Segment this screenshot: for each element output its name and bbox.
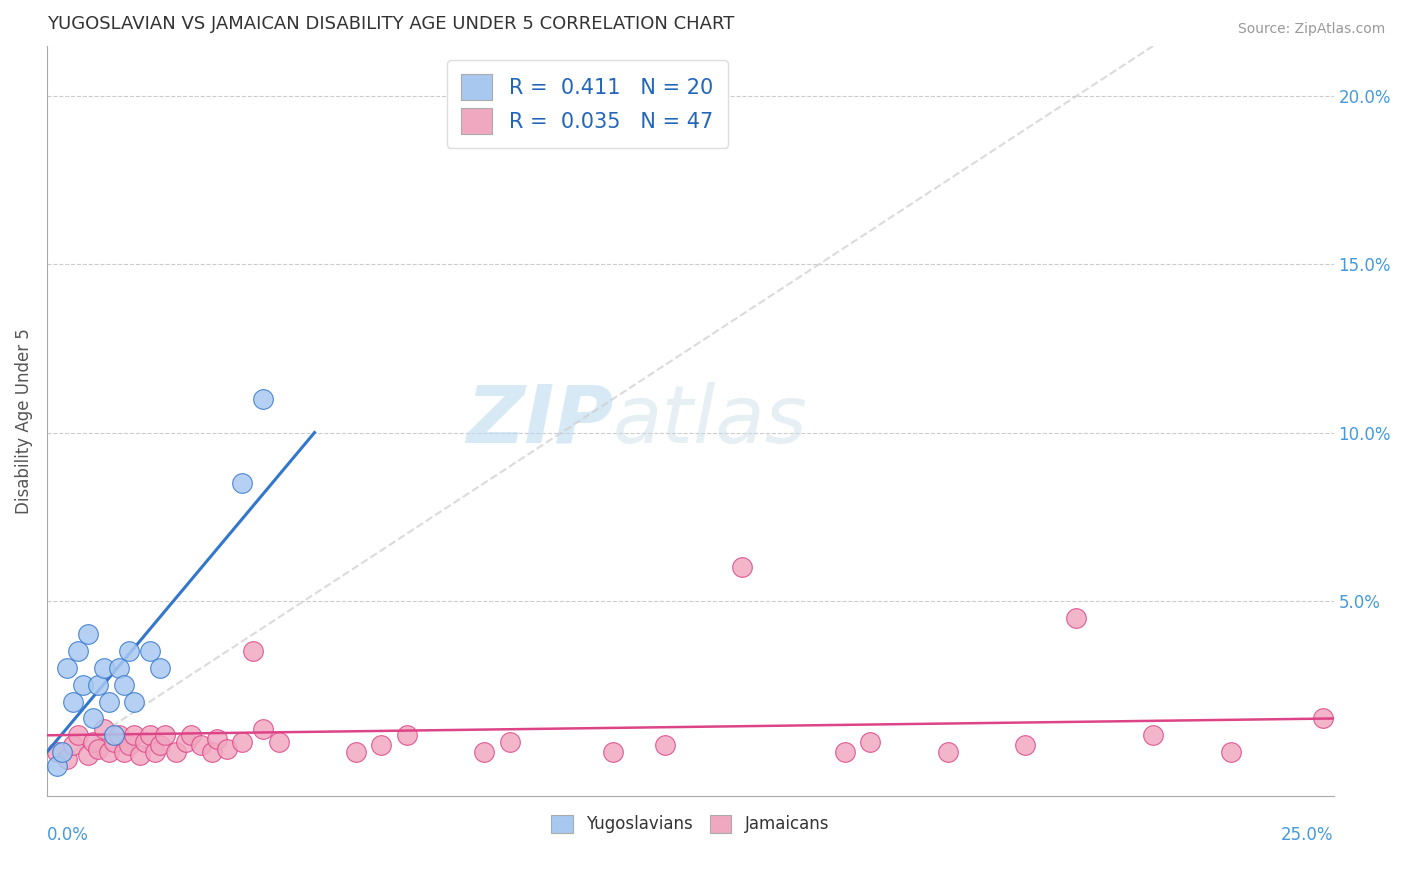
Point xyxy=(731,560,754,574)
Point xyxy=(51,745,73,759)
Text: YUGOSLAVIAN VS JAMAICAN DISABILITY AGE UNDER 5 CORRELATION CHART: YUGOSLAVIAN VS JAMAICAN DISABILITY AGE U… xyxy=(46,15,734,33)
Text: 0.0%: 0.0% xyxy=(46,826,89,844)
Text: atlas: atlas xyxy=(613,382,808,459)
Point xyxy=(72,678,94,692)
Point xyxy=(82,711,104,725)
Point xyxy=(56,661,79,675)
Point xyxy=(180,728,202,742)
Point xyxy=(66,644,89,658)
Point xyxy=(77,627,100,641)
Point xyxy=(149,739,172,753)
Point xyxy=(396,728,419,742)
Point xyxy=(87,741,110,756)
Point xyxy=(602,745,624,759)
Point xyxy=(174,735,197,749)
Point xyxy=(1014,739,1036,753)
Legend: Yugoslavians, Jamaicans: Yugoslavians, Jamaicans xyxy=(544,808,837,840)
Point xyxy=(155,728,177,742)
Point xyxy=(1142,728,1164,742)
Point xyxy=(474,745,496,759)
Point xyxy=(252,722,274,736)
Point xyxy=(936,745,959,759)
Point xyxy=(56,752,79,766)
Point xyxy=(654,739,676,753)
Point xyxy=(112,678,135,692)
Point xyxy=(139,644,162,658)
Point xyxy=(252,392,274,406)
Point xyxy=(834,745,856,759)
Point xyxy=(118,739,141,753)
Point xyxy=(134,735,156,749)
Text: 25.0%: 25.0% xyxy=(1281,826,1334,844)
Point xyxy=(242,644,264,658)
Point xyxy=(46,758,69,772)
Point xyxy=(139,728,162,742)
Point xyxy=(108,728,131,742)
Point xyxy=(62,695,84,709)
Point xyxy=(205,731,228,746)
Point xyxy=(231,475,253,490)
Point xyxy=(97,745,120,759)
Point xyxy=(370,739,392,753)
Point xyxy=(46,745,69,759)
Point xyxy=(149,661,172,675)
Point xyxy=(231,735,253,749)
Point xyxy=(859,735,882,749)
Point xyxy=(118,644,141,658)
Point xyxy=(267,735,290,749)
Point xyxy=(93,661,115,675)
Text: ZIP: ZIP xyxy=(465,382,613,459)
Point xyxy=(124,728,146,742)
Point xyxy=(499,735,522,749)
Point xyxy=(66,728,89,742)
Point xyxy=(97,695,120,709)
Point xyxy=(1312,711,1334,725)
Point xyxy=(190,739,212,753)
Point xyxy=(1064,610,1087,624)
Point xyxy=(344,745,367,759)
Point xyxy=(87,678,110,692)
Text: Source: ZipAtlas.com: Source: ZipAtlas.com xyxy=(1237,22,1385,37)
Point xyxy=(124,695,146,709)
Point xyxy=(82,735,104,749)
Point xyxy=(143,745,166,759)
Point xyxy=(215,741,238,756)
Point xyxy=(1219,745,1241,759)
Point xyxy=(165,745,187,759)
Point xyxy=(108,661,131,675)
Point xyxy=(77,748,100,763)
Point xyxy=(62,739,84,753)
Point xyxy=(200,745,222,759)
Point xyxy=(93,722,115,736)
Point xyxy=(103,735,125,749)
Point xyxy=(103,728,125,742)
Point xyxy=(112,745,135,759)
Y-axis label: Disability Age Under 5: Disability Age Under 5 xyxy=(15,328,32,514)
Point xyxy=(128,748,150,763)
